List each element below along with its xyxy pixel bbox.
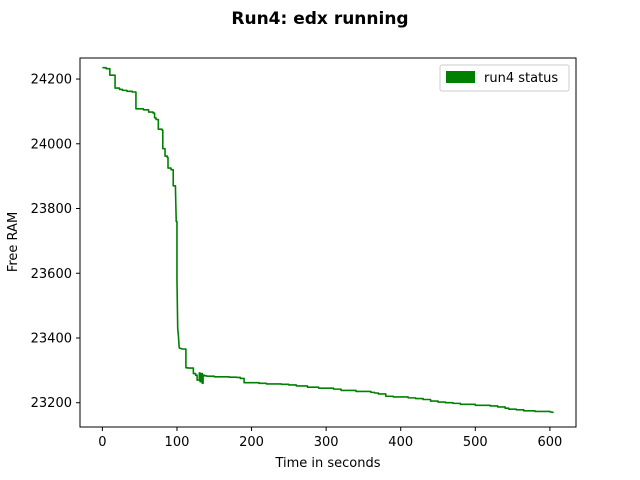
legend-label-run4-status: run4 status — [484, 71, 558, 86]
y-axis-ticks: 23200 23400 23600 23800 24000 24200 — [31, 73, 80, 411]
chart-title: Run4: edx running — [231, 9, 408, 29]
x-axis-ticks: 0 100 200 300 400 500 600 — [98, 427, 562, 450]
x-tick-label: 300 — [314, 435, 339, 450]
y-tick-label: 23200 — [31, 396, 72, 411]
x-tick-label: 500 — [463, 435, 488, 450]
legend-swatch-run4-status — [446, 71, 475, 83]
y-tick-label: 23600 — [31, 267, 72, 282]
x-tick-label: 200 — [239, 435, 264, 450]
x-tick-label: 600 — [537, 435, 562, 450]
legend: run4 status — [439, 64, 570, 92]
x-tick-label: 400 — [388, 435, 413, 450]
x-axis-label: Time in seconds — [274, 456, 380, 471]
y-tick-label: 24200 — [31, 73, 72, 88]
plot-frame — [79, 57, 577, 428]
series-line-run4-status — [102, 66, 554, 414]
plot-area — [80, 58, 576, 427]
y-axis-label: Free RAM — [6, 212, 21, 272]
y-tick-label: 24000 — [31, 137, 72, 152]
x-tick-label: 100 — [165, 435, 190, 450]
y-tick-label: 23800 — [31, 202, 72, 217]
y-tick-label: 23400 — [31, 331, 72, 346]
x-tick-label: 0 — [98, 435, 106, 450]
